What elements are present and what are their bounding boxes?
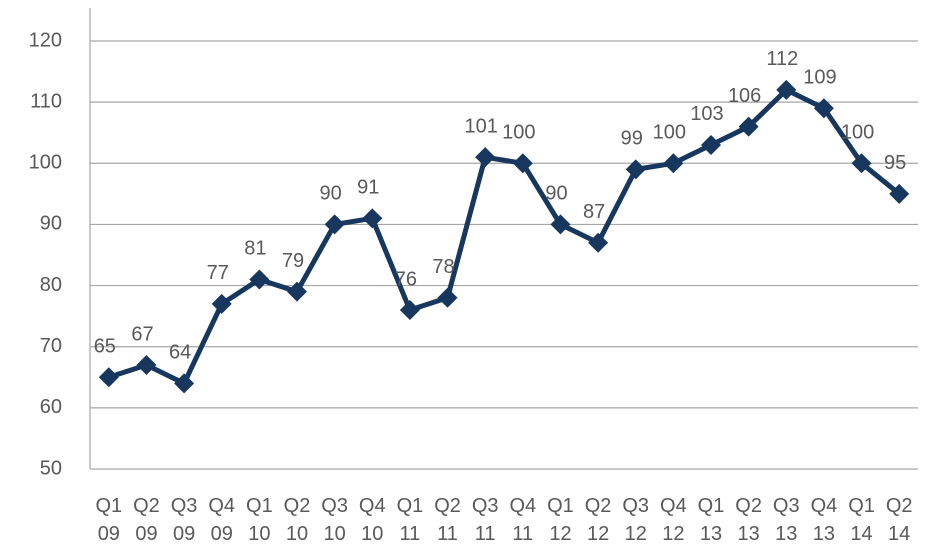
marker xyxy=(512,153,533,174)
y-tick-label: 50 xyxy=(40,457,62,479)
data-label: 106 xyxy=(728,85,761,107)
marker xyxy=(550,214,571,235)
line xyxy=(108,87,901,386)
x-tick-label: Q3 11 xyxy=(471,495,499,545)
data-label: 77 xyxy=(207,262,229,284)
x-tick-label: Q4 12 xyxy=(660,495,687,545)
marker xyxy=(399,300,420,321)
data-label: 78 xyxy=(432,256,454,278)
marker xyxy=(701,134,721,155)
x-tick-label: Q2 12 xyxy=(584,495,612,545)
x-tick-label: Q1 12 xyxy=(547,495,574,545)
x-tick-label: Q3 09 xyxy=(170,495,198,545)
x-tick-label: Q1 14 xyxy=(848,495,875,545)
data-label: 100 xyxy=(502,122,535,144)
data-label: 65 xyxy=(94,336,116,358)
marker xyxy=(287,281,307,302)
marker xyxy=(249,269,270,290)
marker xyxy=(475,147,496,168)
marker xyxy=(889,183,910,204)
x-tick-label: Q2 09 xyxy=(133,495,160,545)
x-tick-label: Q4 13 xyxy=(810,495,838,545)
data-label: 112 xyxy=(766,48,798,70)
x-tick-label: Q1 09 xyxy=(95,495,123,545)
data-label: 67 xyxy=(131,323,153,345)
data-label: 99 xyxy=(621,128,643,150)
data-label: 100 xyxy=(653,122,686,144)
x-tick-label: Q2 11 xyxy=(434,495,461,545)
marker xyxy=(588,232,609,253)
x-tick-label: Q4 09 xyxy=(208,495,236,545)
y-tick-label: 120 xyxy=(29,29,62,51)
marker xyxy=(663,153,684,174)
data-label: 90 xyxy=(545,183,567,205)
marker xyxy=(136,355,157,376)
x-tick-label: Q3 10 xyxy=(321,495,348,545)
x-tick-label: Q3 12 xyxy=(622,495,650,545)
data-label: 87 xyxy=(583,201,605,223)
marker xyxy=(625,159,646,180)
y-tick-label: 100 xyxy=(29,152,62,174)
data-label: 81 xyxy=(244,238,266,260)
data-label: 103 xyxy=(690,103,723,125)
marker xyxy=(324,214,345,235)
marker xyxy=(776,79,797,100)
y-tick-label: 80 xyxy=(40,274,62,296)
x-tick-label: Q2 14 xyxy=(885,495,913,545)
marker xyxy=(813,98,834,119)
x-tick-label: Q2 10 xyxy=(283,495,311,545)
x-tick-label: Q1 13 xyxy=(697,495,725,545)
marker xyxy=(851,153,872,174)
marker xyxy=(437,287,458,308)
marker xyxy=(211,293,232,314)
data-label: 101 xyxy=(464,115,497,137)
marker xyxy=(174,373,195,394)
data-label: 95 xyxy=(884,152,906,174)
data-label: 76 xyxy=(395,268,417,290)
x-tick-label: Q4 11 xyxy=(509,495,537,545)
data-label: 91 xyxy=(357,177,379,199)
data-label: 90 xyxy=(320,183,342,205)
y-tick-label: 70 xyxy=(40,335,62,357)
x-tick-label: Q4 10 xyxy=(358,495,386,545)
y-tick-label: 110 xyxy=(30,90,62,112)
data-label: 109 xyxy=(803,67,836,89)
x-tick-label: Q1 10 xyxy=(246,495,273,545)
data-label: 79 xyxy=(282,250,304,272)
x-tick-label: Q2 13 xyxy=(735,495,762,545)
data-label: 100 xyxy=(841,122,874,144)
data-label: 64 xyxy=(169,342,191,364)
y-tick-label: 90 xyxy=(40,213,62,235)
marker xyxy=(98,367,119,388)
x-tick-label: Q1 11 xyxy=(396,495,424,545)
marker xyxy=(738,116,759,137)
x-tick-label: Q3 13 xyxy=(772,495,800,545)
y-tick-label: 60 xyxy=(40,396,62,418)
marker xyxy=(362,208,383,229)
